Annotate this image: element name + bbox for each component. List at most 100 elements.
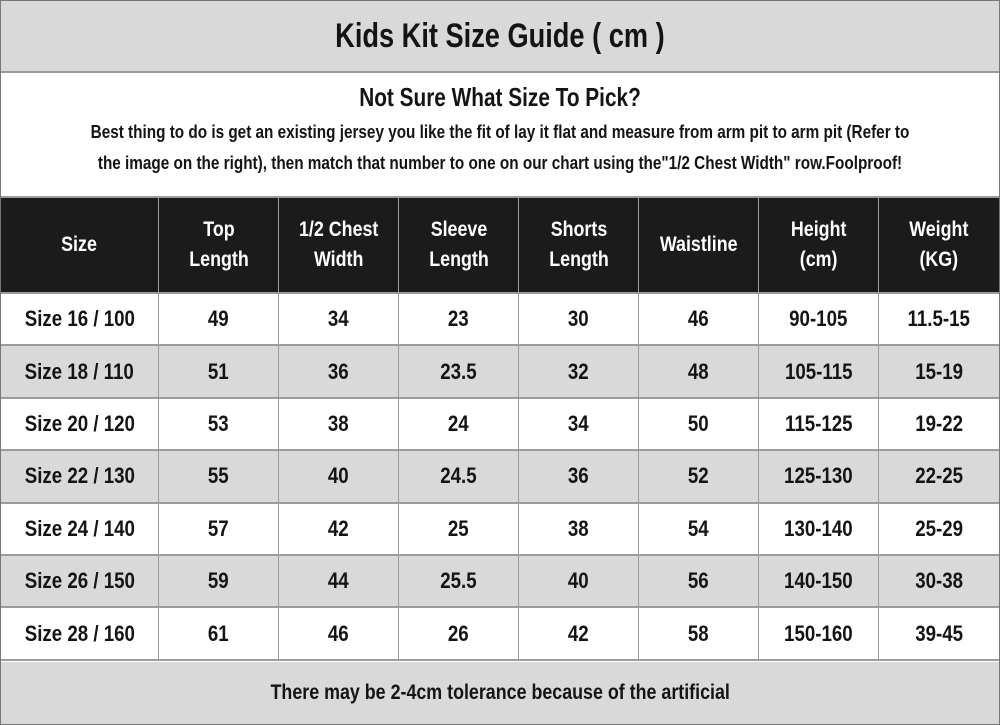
size-value-text: 55 [208,463,229,489]
size-value-text: 34 [568,411,589,437]
size-row-label: Size 24 / 140 [1,503,159,556]
size-value: 51 [159,346,279,399]
size-value: 30 [519,294,639,347]
size-row-label: Size 20 / 120 [1,398,159,452]
size-row-label-text: Size 26 / 150 [24,568,135,594]
size-value: 40 [279,451,399,504]
page-title-band: Kids Kit Size Guide ( cm ) [1,1,999,73]
size-value: 59 [159,555,279,609]
size-value: 38 [279,398,399,452]
size-value-text: 130-140 [784,515,853,541]
size-value-text: 23 [448,306,469,332]
size-value-text: 50 [688,411,709,437]
size-value-text: 42 [328,515,349,541]
size-value: 44 [279,555,399,609]
column-header-1: Top Length [159,198,279,294]
size-row-label-text: Size 28 / 160 [24,620,135,646]
size-value-text: 25 [448,515,469,541]
size-value: 36 [519,451,639,504]
intro-heading: Not Sure What Size To Pick? [359,82,641,112]
size-value: 90-105 [759,294,879,347]
size-value: 53 [159,398,279,452]
size-value: 36 [279,346,399,399]
size-value: 57 [159,503,279,556]
size-value-text: 90-105 [789,306,848,332]
column-header-2-text: 1/2 Chest Width [298,217,379,271]
size-value-text: 38 [568,515,589,541]
size-value: 26 [399,608,519,661]
size-value: 19-22 [879,398,999,452]
size-value: 25 [399,503,519,556]
size-value: 140-150 [759,555,879,609]
size-value: 52 [639,451,759,504]
column-header-1-text: Top Length [188,217,249,271]
size-row-label-text: Size 22 / 130 [24,463,135,489]
size-row-label-text: Size 24 / 140 [24,515,135,541]
size-value-text: 61 [208,620,229,646]
size-value-text: 26 [448,620,469,646]
size-value: 11.5-15 [879,294,999,347]
size-value: 58 [639,608,759,661]
size-value-text: 30-38 [915,568,963,594]
size-value-text: 125-130 [784,463,853,489]
size-value-text: 36 [328,358,349,384]
size-value-text: 105-115 [784,358,853,384]
page-title: Kids Kit Size Guide ( cm ) [335,16,665,55]
size-value-text: 38 [328,411,349,437]
size-value: 24 [399,398,519,452]
size-value: 150-160 [759,608,879,661]
column-header-0-text: Size [61,232,98,256]
size-value: 38 [519,503,639,556]
size-value-text: 15-19 [915,358,963,384]
size-value-text: 54 [688,515,709,541]
size-value-text: 32 [568,358,589,384]
size-value: 23.5 [399,346,519,399]
size-value-text: 57 [208,515,229,541]
size-value: 34 [519,398,639,452]
size-value: 115-125 [759,398,879,452]
intro-section: Not Sure What Size To Pick? Best thing t… [1,73,999,196]
column-header-5-text: Waistline [659,232,738,256]
size-value-text: 30 [568,306,589,332]
size-value-text: 25-29 [915,515,963,541]
size-value: 56 [639,555,759,609]
size-value-text: 25.5 [440,568,477,594]
column-header-7-text: Weight (KG) [909,217,969,271]
size-value-text: 59 [208,568,229,594]
size-value-text: 23.5 [440,358,477,384]
size-value-text: 39-45 [915,620,963,646]
size-value: 61 [159,608,279,661]
size-value-text: 44 [328,568,349,594]
size-value: 55 [159,451,279,504]
size-value: 25-29 [879,503,999,556]
intro-body-text: Best thing to do is get an existing jers… [90,122,910,173]
size-value-text: 49 [208,306,229,332]
column-header-0: Size [1,198,159,294]
size-value: 34 [279,294,399,347]
footer-note: There may be 2-4cm tolerance because of … [270,681,730,704]
size-row-label: Size 28 / 160 [1,608,159,661]
size-value: 54 [639,503,759,556]
column-header-7: Weight (KG) [879,198,999,294]
size-value: 46 [279,608,399,661]
size-row-label-text: Size 20 / 120 [24,411,135,437]
size-value: 125-130 [759,451,879,504]
size-row-label: Size 16 / 100 [1,294,159,347]
size-value-text: 46 [328,620,349,646]
size-value: 49 [159,294,279,347]
size-value: 105-115 [759,346,879,399]
size-value-text: 46 [688,306,709,332]
size-value-text: 115-125 [784,411,853,437]
size-value: 24.5 [399,451,519,504]
size-value-text: 19-22 [915,411,963,437]
size-value: 23 [399,294,519,347]
size-row-label-text: Size 18 / 110 [24,358,135,384]
size-value-text: 40 [328,463,349,489]
size-value-text: 150-160 [784,620,853,646]
size-value-text: 40 [568,568,589,594]
column-header-3-text: Sleeve Length [428,217,489,271]
size-value: 32 [519,346,639,399]
intro-heading-row: Not Sure What Size To Pick? [1,82,999,113]
size-value-text: 51 [208,358,229,384]
